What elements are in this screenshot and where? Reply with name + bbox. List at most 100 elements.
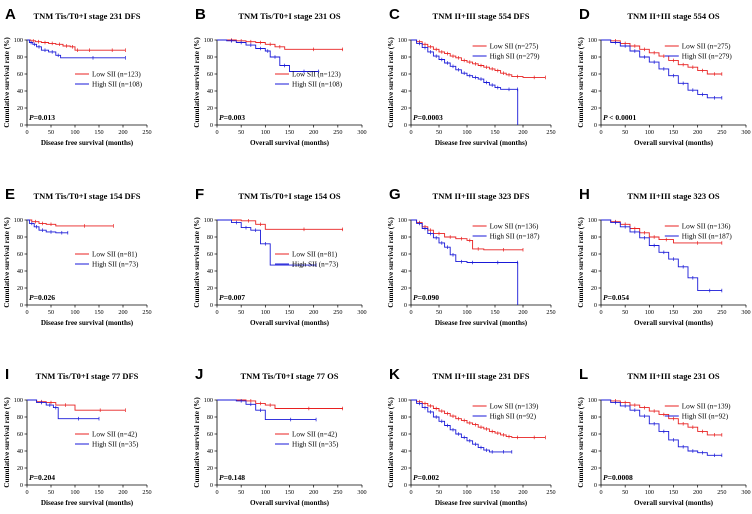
- x-tick-label: 250: [546, 489, 555, 496]
- panel-c: C TNM II+III stage 554 DFS 0 20 40 60 80 100 0 50…: [387, 6, 556, 147]
- panel-letter: A: [5, 6, 16, 23]
- series-line-low-sii: [27, 39, 126, 51]
- y-tick-label: 100: [204, 37, 213, 44]
- x-tick-label: 200: [518, 489, 527, 496]
- legend-label: High SII (n=279): [490, 53, 541, 61]
- y-tick-label: 100: [588, 217, 597, 224]
- y-tick-label: 60: [591, 251, 597, 258]
- x-tick-label: 200: [118, 129, 127, 136]
- x-tick-label: 0: [409, 129, 412, 136]
- panel-g: G TNM II+III stage 323 DFS 0 20 40 60 80 100 0 50…: [387, 186, 556, 327]
- panel-k: K TNM II+III stage 231 DFS 0 20 40 60 80 100 0 50…: [387, 366, 556, 507]
- x-tick-label: 250: [717, 129, 726, 136]
- x-tick-label: 50: [436, 309, 442, 316]
- x-tick-label: 150: [490, 309, 499, 316]
- chart-title: TNM II+III stage 323 OS: [627, 191, 719, 201]
- y-tick-label: 80: [207, 234, 213, 241]
- panel-letter: J: [195, 366, 203, 383]
- x-tick-label: 100: [645, 489, 654, 496]
- legend-label: Low SII (n=139): [490, 403, 539, 411]
- x-tick-label: 300: [357, 489, 366, 496]
- chart-title: TNM II+III stage 323 DFS: [433, 191, 530, 201]
- x-tick-label: 150: [490, 129, 499, 136]
- x-tick-label: 300: [741, 309, 750, 316]
- x-axis-label: Disease free survival (months): [435, 319, 528, 327]
- y-tick-label: 20: [207, 285, 213, 292]
- x-tick-label: 100: [261, 129, 270, 136]
- x-tick-label: 250: [142, 489, 151, 496]
- p-value: P=0.0003: [413, 113, 443, 122]
- x-tick-label: 250: [717, 489, 726, 496]
- series-line-high-sii: [601, 219, 722, 292]
- y-tick-label: 20: [17, 105, 23, 112]
- x-tick-label: 0: [409, 489, 412, 496]
- y-tick-label: 100: [14, 37, 23, 44]
- x-axis-label: Overall survival (months): [250, 139, 330, 147]
- series-line-high-sii: [411, 399, 512, 453]
- y-tick-label: 20: [401, 465, 407, 472]
- x-tick-label: 0: [25, 309, 28, 316]
- x-tick-label: 200: [309, 309, 318, 316]
- y-tick-label: 100: [14, 217, 23, 224]
- y-tick-label: 20: [591, 465, 597, 472]
- x-tick-label: 50: [48, 129, 54, 136]
- y-tick-label: 0: [210, 302, 213, 309]
- x-tick-label: 200: [118, 309, 127, 316]
- legend-label: Low SII (n=136): [490, 223, 539, 231]
- y-tick-label: 100: [204, 397, 213, 404]
- x-tick-label: 0: [215, 489, 218, 496]
- y-tick-label: 40: [17, 88, 23, 95]
- x-tick-label: 0: [409, 309, 412, 316]
- chart-title: TNM II+III stage 554 DFS: [433, 11, 530, 21]
- x-tick-label: 200: [309, 489, 318, 496]
- panel-letter: K: [389, 366, 400, 383]
- legend-label: High SII (n=187): [682, 233, 733, 241]
- p-value: P=0.054: [603, 293, 629, 302]
- y-axis-label: Cumulative survival rate (%): [387, 217, 395, 308]
- y-tick-label: 40: [401, 268, 407, 275]
- chart-title: TNM Tis/T0+I stage 154 OS: [238, 191, 341, 201]
- y-tick-label: 60: [17, 431, 23, 438]
- x-tick-label: 300: [741, 129, 750, 136]
- legend-label: Low SII (n=275): [682, 43, 731, 51]
- chart-title: TNM Tis/T0+I stage 77 DFS: [36, 371, 139, 381]
- y-tick-label: 40: [17, 448, 23, 455]
- legend-label: High SII (n=108): [292, 81, 343, 89]
- x-tick-label: 0: [215, 129, 218, 136]
- x-tick-label: 250: [546, 129, 555, 136]
- x-tick-label: 0: [599, 129, 602, 136]
- p-value: P < 0.0001: [603, 113, 636, 122]
- x-tick-label: 250: [333, 129, 342, 136]
- x-tick-label: 100: [645, 309, 654, 316]
- y-axis-label: Cumulative survival rate (%): [193, 37, 201, 128]
- y-tick-label: 100: [14, 397, 23, 404]
- y-tick-label: 100: [588, 37, 597, 44]
- panel-letter: E: [5, 186, 15, 203]
- x-tick-label: 50: [622, 489, 628, 496]
- x-tick-label: 50: [48, 489, 54, 496]
- y-tick-label: 80: [207, 54, 213, 61]
- x-axis-label: Disease free survival (months): [435, 499, 528, 507]
- series-line-low-sii: [27, 219, 114, 227]
- x-tick-label: 150: [94, 309, 103, 316]
- y-tick-label: 80: [591, 234, 597, 241]
- panel-letter: D: [579, 6, 590, 23]
- x-tick-label: 0: [599, 309, 602, 316]
- y-tick-label: 0: [594, 482, 597, 489]
- y-tick-label: 60: [207, 251, 213, 258]
- x-tick-label: 200: [518, 129, 527, 136]
- x-tick-label: 100: [70, 489, 79, 496]
- y-axis-label: Cumulative survival rate (%): [387, 37, 395, 128]
- panel-letter: F: [195, 186, 204, 203]
- x-tick-label: 100: [70, 129, 79, 136]
- panel-letter: C: [389, 6, 400, 23]
- panel-e: E TNM Tis/T0+I stage 154 DFS 0 20 40 60 80 100 0…: [3, 186, 152, 327]
- legend-label: Low SII (n=139): [682, 403, 731, 411]
- x-axis-label: Overall survival (months): [634, 139, 714, 147]
- y-tick-label: 0: [210, 482, 213, 489]
- p-value: P=0.148: [219, 473, 245, 482]
- panel-b: B TNM Tis/T0+I stage 231 OS 0 20 40 60 80 100 0 5…: [193, 6, 367, 147]
- y-tick-label: 60: [591, 71, 597, 78]
- y-tick-label: 60: [401, 251, 407, 258]
- y-tick-label: 80: [17, 54, 23, 61]
